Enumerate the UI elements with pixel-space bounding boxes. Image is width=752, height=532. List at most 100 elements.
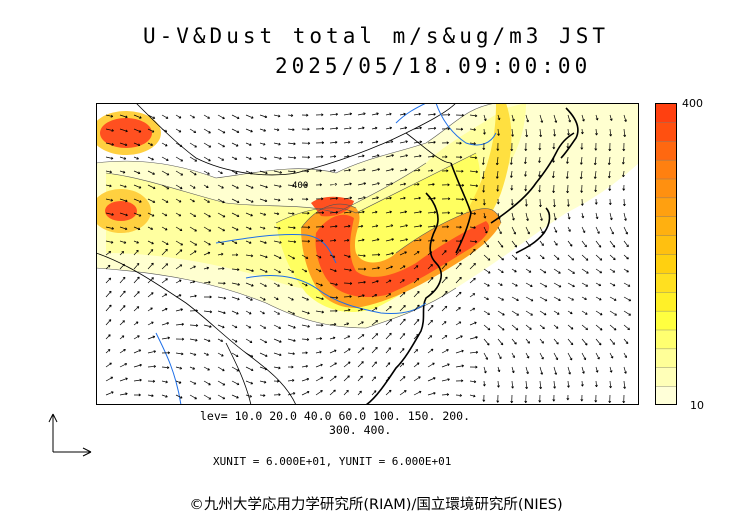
color-scale-cell	[655, 291, 677, 312]
wind-arrow	[315, 376, 324, 382]
wind-arrow	[147, 379, 156, 383]
wind-arrow	[329, 210, 339, 214]
wind-arrow	[301, 197, 309, 201]
wind-arrow	[203, 184, 209, 188]
wind-arrow	[413, 112, 421, 116]
wind-arrow	[343, 281, 353, 285]
wind-arrow	[524, 142, 528, 151]
wind-arrow	[371, 333, 379, 340]
wind-arrow	[595, 254, 603, 261]
wind-arrow	[622, 394, 626, 404]
wind-arrow	[329, 224, 338, 228]
wind-arrow	[133, 184, 142, 189]
wind-arrow	[175, 380, 182, 384]
wind-arrow	[189, 128, 197, 133]
wind-arrow	[413, 376, 421, 382]
reference-vector-icon	[48, 413, 92, 457]
wind-arrow	[287, 156, 297, 160]
wind-arrow	[357, 267, 367, 271]
wind-arrow	[273, 240, 282, 244]
wind-arrow	[495, 156, 499, 166]
wind-arrow	[301, 338, 310, 341]
wind-arrow	[399, 390, 407, 396]
wind-arrow	[217, 394, 226, 400]
wind-arrow	[245, 296, 253, 301]
wind-arrow	[161, 128, 168, 133]
wind-arrow	[147, 365, 156, 368]
wind-arrow	[133, 128, 142, 133]
wind-arrow	[161, 336, 171, 340]
wind-arrow	[301, 390, 310, 396]
wind-arrow	[217, 198, 225, 204]
wind-arrow	[511, 240, 518, 248]
wind-arrow	[119, 276, 126, 284]
wind-arrow	[105, 319, 112, 326]
wind-arrow	[483, 114, 487, 122]
wind-arrow	[301, 377, 310, 382]
wind-arrow	[371, 307, 378, 312]
wind-arrow	[217, 252, 224, 256]
wind-arrow	[119, 392, 128, 396]
wind-arrow	[567, 254, 575, 261]
wind-arrow	[203, 212, 211, 218]
wind-arrow	[259, 184, 268, 189]
wind-arrow	[413, 304, 420, 312]
wind-arrow	[553, 338, 559, 345]
wind-arrow	[609, 212, 613, 221]
wind-arrow	[273, 310, 280, 315]
wind-arrow	[455, 335, 463, 340]
wind-arrow	[105, 114, 114, 118]
wind-arrow	[287, 198, 294, 201]
wind-arrow	[609, 324, 617, 331]
wind-arrow	[525, 282, 533, 287]
wind-arrow	[595, 114, 599, 121]
wind-arrow	[441, 263, 448, 270]
wind-arrow	[371, 238, 380, 242]
wind-arrow	[343, 361, 351, 368]
color-scale-cell	[655, 253, 677, 274]
wind-arrow	[551, 170, 555, 179]
wind-arrow	[259, 212, 267, 216]
wind-arrow	[357, 308, 364, 312]
wind-arrow	[469, 226, 476, 229]
wind-arrow	[203, 114, 210, 119]
wind-arrow	[553, 324, 559, 329]
wind-arrow	[497, 352, 502, 360]
wind-arrow	[147, 226, 154, 230]
wind-arrow	[607, 170, 611, 179]
wind-arrow	[259, 198, 268, 203]
wind-arrow	[133, 114, 142, 119]
wind-arrow	[231, 114, 240, 120]
wind-arrow	[217, 281, 226, 285]
wind-arrow	[147, 321, 154, 326]
wind-arrow	[119, 377, 128, 382]
wind-arrow	[496, 184, 500, 192]
wind-arrow	[483, 254, 491, 261]
wind-arrow	[623, 254, 629, 260]
wind-arrow	[105, 156, 114, 160]
wind-arrow	[609, 226, 614, 235]
wind-arrow	[413, 291, 420, 298]
wind-arrow	[469, 240, 478, 244]
wind-arrow	[161, 240, 169, 245]
wind-arrow	[455, 349, 464, 354]
wind-arrow	[593, 170, 597, 179]
wind-arrow	[539, 296, 548, 302]
wind-arrow	[441, 321, 447, 326]
wind-arrow	[553, 380, 557, 389]
color-scale-cell	[655, 385, 677, 405]
wind-arrow	[385, 376, 391, 382]
wind-arrow	[147, 240, 154, 245]
wind-arrow	[482, 128, 486, 135]
wind-arrow	[399, 112, 406, 116]
wind-arrow	[133, 335, 140, 340]
wind-arrow	[119, 251, 125, 256]
wind-arrow	[301, 268, 308, 273]
wind-arrow	[482, 380, 486, 387]
wind-arrow	[245, 338, 253, 343]
wind-arrow	[189, 394, 197, 400]
wind-arrow	[511, 226, 517, 235]
wind-arrow	[581, 212, 585, 219]
wind-arrow	[609, 380, 612, 389]
wind-arrow	[385, 196, 392, 200]
